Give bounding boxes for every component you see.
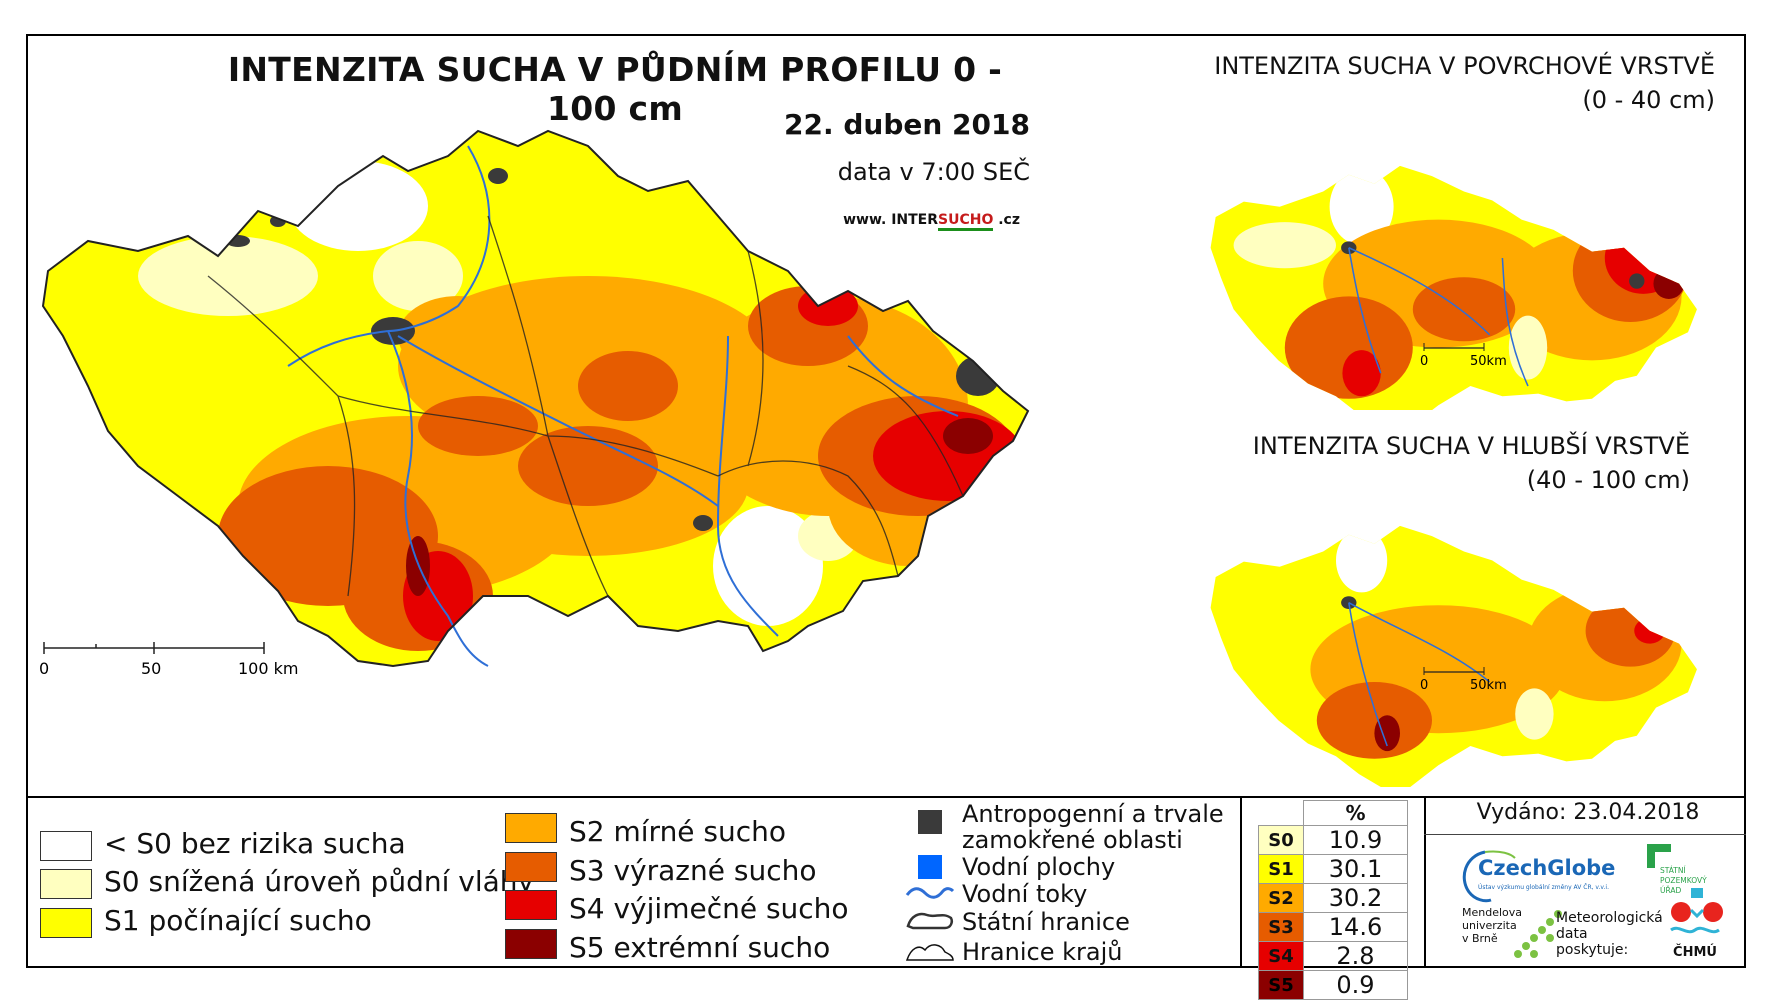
issued-date: Vydáno: 23.04.2018 — [1476, 800, 1700, 825]
region-border-icon — [905, 944, 954, 961]
mendelu-l2: univerzita — [1462, 919, 1517, 932]
legend-water-bodies: Vodní plochy — [962, 853, 1116, 881]
legend-label-s3: S3 výrazné sucho — [569, 854, 817, 887]
legend-swatch-s5 — [505, 929, 557, 959]
chmu-logo-icon — [1670, 888, 1723, 934]
website-prefix: www. INTER — [843, 212, 939, 228]
percent-value-s4: 2.8 — [1303, 941, 1408, 971]
meteo-l1: Meteorologická — [1556, 910, 1663, 926]
legend-divider — [26, 796, 1746, 798]
spu-logo-text: STÁTNÍ POZEMKOVÝ ÚŘAD — [1660, 866, 1707, 896]
data-time: data v 7:00 SEČ — [837, 158, 1030, 186]
legend-swatch-s0 — [40, 869, 92, 899]
water-bodies-swatch — [918, 855, 942, 879]
percent-code-s4: S4 — [1258, 941, 1304, 971]
meteo-l2: data — [1556, 926, 1588, 942]
inset-top-scale-50: 50km — [1470, 354, 1507, 369]
czechglobe-sub: Ústav výzkumu globální změny AV ČR, v.v.… — [1478, 884, 1609, 891]
percent-value-s1: 30.1 — [1303, 854, 1408, 884]
percent-code-s1: S1 — [1258, 854, 1304, 884]
inset-top-scale: 0 50km — [1420, 343, 1507, 369]
percent-value-s5: 0.9 — [1303, 970, 1408, 1000]
legend-label-s0: S0 snížená úroveň půdní vláhy — [104, 865, 535, 898]
main-scale-100: 100 km — [238, 659, 298, 678]
spu-l2: POZEMKOVÝ — [1660, 876, 1707, 885]
spu-l3: ÚŘAD — [1660, 886, 1682, 895]
percent-value-s3: 14.6 — [1303, 912, 1408, 942]
legend-label-s4: S4 výjimečné sucho — [569, 892, 849, 925]
meteo-text: Meteorologická data poskytuje: — [1556, 910, 1663, 958]
mendelu-text: Mendelova univerzita v Brně — [1462, 906, 1522, 945]
percent-table: % S0 10.9 S1 30.1 S2 30.2 S3 14.6 S4 2.8… — [1258, 800, 1408, 1000]
main-map: 0 50 100 km — [39, 130, 1029, 678]
legend-swatch-s4 — [505, 890, 557, 920]
inset-bottom-scale: 0 50km — [1420, 667, 1507, 693]
percent-table-header: % — [1259, 800, 1408, 826]
spu-l1: STÁTNÍ — [1660, 866, 1686, 875]
meteo-l3: poskytuje: — [1556, 942, 1629, 958]
inset-top-map: 0 50km — [1210, 165, 1697, 410]
map-frame — [26, 34, 1746, 968]
percent-code-s3: S3 — [1258, 912, 1304, 942]
inset-bottom-title: INTENZITA SUCHA V HLUBŠÍ VRSTVĚ — [1252, 432, 1690, 460]
website-mid: SUCHO — [938, 212, 994, 231]
legend-divider-right — [1424, 797, 1426, 967]
table-row: S3 14.6 — [1258, 912, 1408, 942]
table-row: S4 2.8 — [1258, 941, 1408, 971]
spu-logo-icon — [1647, 844, 1671, 868]
legend-label-s2: S2 mírné sucho — [569, 815, 787, 848]
legend-label-s5: S5 extrémní sucho — [569, 931, 831, 964]
river-icon — [905, 887, 955, 899]
legend-anthropogenic-l1: Antropogenní a trvale — [962, 800, 1224, 828]
percent-code-s0: S0 — [1258, 825, 1304, 855]
percent-value-s0: 10.9 — [1303, 825, 1408, 855]
map-date: 22. duben 2018 — [784, 108, 1030, 141]
legend-swatch-below-s0 — [40, 831, 92, 861]
table-row: S0 10.9 — [1258, 825, 1408, 855]
legend-state-border: Státní hranice — [962, 908, 1130, 936]
state-border-icon — [906, 912, 953, 930]
main-scale-0: 0 — [39, 659, 49, 678]
mendelu-dots-icon — [1514, 910, 1562, 958]
credits-divider — [1424, 834, 1746, 835]
main-scale-bar: 0 50 100 km — [39, 642, 298, 678]
inset-bottom-subtitle: (40 - 100 cm) — [1526, 466, 1690, 494]
legend-label-below-s0: < S0 bez rizika sucha — [104, 827, 406, 860]
percent-code-s2: S2 — [1258, 883, 1304, 913]
main-title: INTENZITA SUCHA V PŮDNÍM PROFILU 0 - 100… — [227, 50, 1003, 128]
mendelu-l1: Mendelova — [1462, 906, 1523, 919]
legend-rivers: Vodní toky — [962, 880, 1088, 908]
anthropogenic-swatch — [918, 810, 942, 834]
inset-top-scale-0: 0 — [1420, 354, 1428, 369]
website-link[interactable]: www. INTERSUCHO .cz — [800, 212, 1020, 231]
legend-anthropogenic-l2: zamokřené oblasti — [962, 826, 1183, 854]
inset-top-subtitle: (0 - 40 cm) — [1582, 86, 1715, 114]
percent-code-s5: S5 — [1258, 970, 1304, 1000]
legend-swatch-s3 — [505, 852, 557, 882]
main-scale-50: 50 — [141, 659, 161, 678]
chmu-name: ČHMÚ — [1673, 945, 1717, 960]
percent-header: % — [1303, 800, 1408, 826]
inset-bottom-map: 0 50km — [1210, 525, 1697, 787]
legend-swatch-s2 — [505, 813, 557, 843]
table-row: S1 30.1 — [1258, 854, 1408, 884]
mendelu-l3: v Brně — [1462, 932, 1498, 945]
czechglobe-name: CzechGlobe — [1478, 856, 1616, 880]
inset-top-title: INTENZITA SUCHA V POVRCHOVÉ VRSTVĚ — [1214, 52, 1715, 80]
czechglobe-logo — [1462, 850, 1516, 903]
inset-bottom-scale-0: 0 — [1420, 678, 1428, 693]
inset-bottom-scale-50: 50km — [1470, 678, 1507, 693]
table-row: S2 30.2 — [1258, 883, 1408, 913]
website-suffix: .cz — [993, 212, 1020, 228]
percent-value-s2: 30.2 — [1303, 883, 1408, 913]
table-row: S5 0.9 — [1258, 970, 1408, 1000]
legend-region-border: Hranice krajů — [962, 938, 1123, 966]
legend-swatch-s1 — [40, 908, 92, 938]
legend-divider-left — [1240, 797, 1242, 967]
legend-label-s1: S1 počínající sucho — [104, 904, 372, 937]
